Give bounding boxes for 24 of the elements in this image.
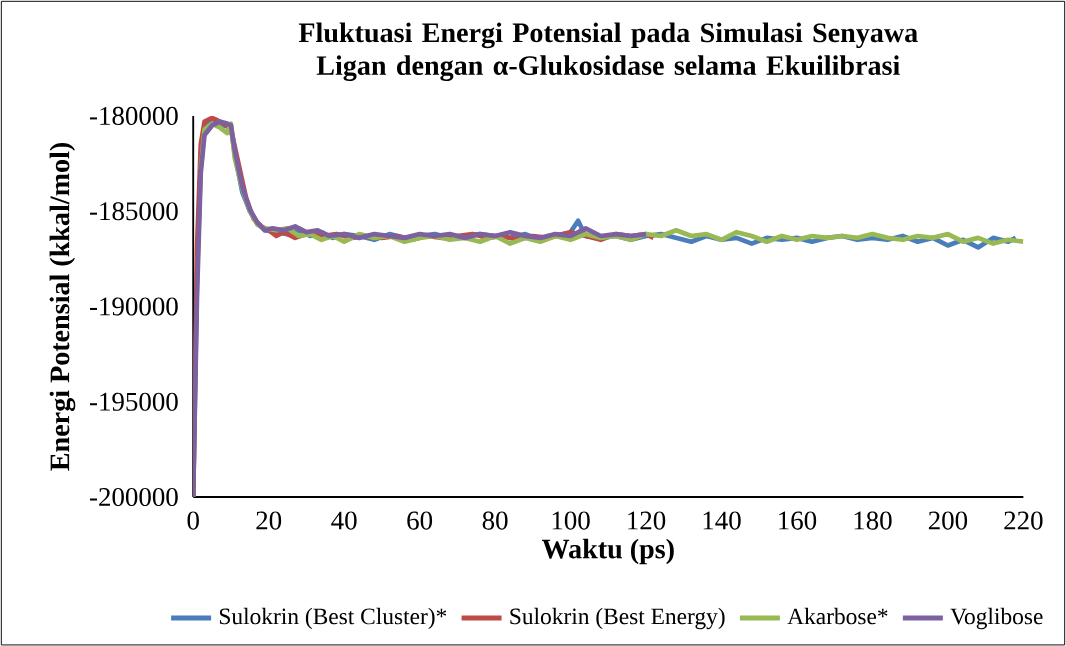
x-tick-label: 80: [482, 511, 508, 530]
legend-label: Voglibose: [950, 607, 1043, 630]
y-axis-title: Energi Potensial (kkal/mol): [49, 142, 76, 471]
x-tick-label: 40: [331, 511, 357, 530]
x-tick-label: 60: [407, 511, 433, 530]
x-axis-title: Waktu (ps): [541, 538, 674, 565]
legend-label: Sulokrin (Best Cluster)*: [219, 607, 447, 629]
legend-label: Sulokrin (Best Energy): [510, 607, 725, 630]
chart-title: Fluktuasi Energi Potensial pada Simulasi Senyawa Ligan dengan α-Glukosidase selama Ekuilibrasi: [298, 22, 918, 81]
x-tick-label: 120: [628, 511, 666, 530]
x-tick-label: 160: [779, 511, 817, 530]
x-tick-label: 180: [854, 511, 892, 530]
x-tick-label: 0: [187, 511, 199, 530]
x-tick-label: 20: [256, 511, 282, 530]
x-tick-label: 140: [703, 511, 741, 530]
y-tick-label: -180000: [90, 106, 178, 125]
y-tick-label: -195000: [90, 392, 178, 411]
x-tick-label: 220: [1004, 511, 1043, 530]
y-tick-label: -200000: [90, 487, 178, 506]
x-tick-label: 200: [928, 511, 968, 530]
legend-label: Akarbose*: [787, 607, 888, 625]
x-tick-label: 100: [552, 511, 590, 530]
y-tick-label: -190000: [90, 297, 178, 316]
y-tick-label: -185000: [90, 202, 178, 221]
